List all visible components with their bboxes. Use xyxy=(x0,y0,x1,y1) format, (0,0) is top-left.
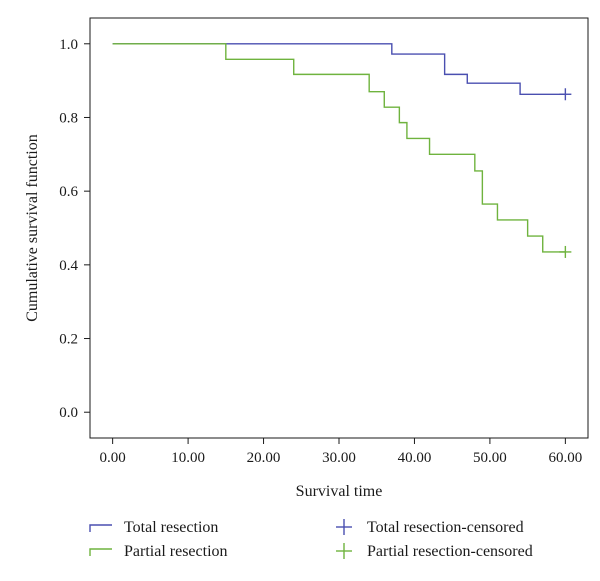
x-tick-label: 0.00 xyxy=(100,450,126,466)
y-tick-label: 1.0 xyxy=(59,37,78,53)
legend-label: Total resection xyxy=(124,519,218,536)
legend-label: Total resection-censored xyxy=(367,519,524,536)
y-tick-label: 0.6 xyxy=(59,184,78,200)
series-layer xyxy=(112,43,566,253)
censor-markers xyxy=(559,88,572,258)
legend-label: Partial resection-censored xyxy=(367,543,533,560)
legend-item: Total resection-censored xyxy=(336,519,524,536)
legend-swatch-step xyxy=(89,548,112,556)
y-tick-label: 0.8 xyxy=(59,110,78,126)
x-tick-label: 10.00 xyxy=(171,450,205,466)
y-tick-label: 0.4 xyxy=(59,258,78,274)
x-axis-title: Survival time xyxy=(296,483,383,500)
x-axis: 0.00 10.00 20.00 30.00 40.00 50.00 60.00 xyxy=(100,438,582,466)
x-tick-label: 20.00 xyxy=(247,450,281,466)
series-line-total-resection xyxy=(112,43,566,95)
x-tick-label: 40.00 xyxy=(398,450,432,466)
x-tick-label: 60.00 xyxy=(548,450,582,466)
x-tick-label: 50.00 xyxy=(473,450,507,466)
series-line-partial-resection xyxy=(112,43,566,253)
censor-marker xyxy=(559,245,572,258)
plot-area xyxy=(89,17,589,439)
legend-swatch-step xyxy=(89,524,112,532)
y-tick-label: 0.2 xyxy=(59,332,78,348)
legend-item: Partial resection-censored xyxy=(336,543,533,560)
legend: Total resection Partial resection Total re… xyxy=(89,519,533,560)
legend-item: Partial resection xyxy=(89,543,228,560)
legend-label: Partial resection xyxy=(124,543,228,560)
legend-item: Total resection xyxy=(89,519,218,536)
y-axis: 0.0 0.2 0.4 0.6 0.8 1.0 xyxy=(59,37,90,421)
censor-marker xyxy=(559,88,572,101)
x-tick-label: 30.00 xyxy=(322,450,356,466)
y-axis-title: Cumulative survival function xyxy=(24,134,41,322)
y-tick-label: 0.0 xyxy=(59,405,78,421)
